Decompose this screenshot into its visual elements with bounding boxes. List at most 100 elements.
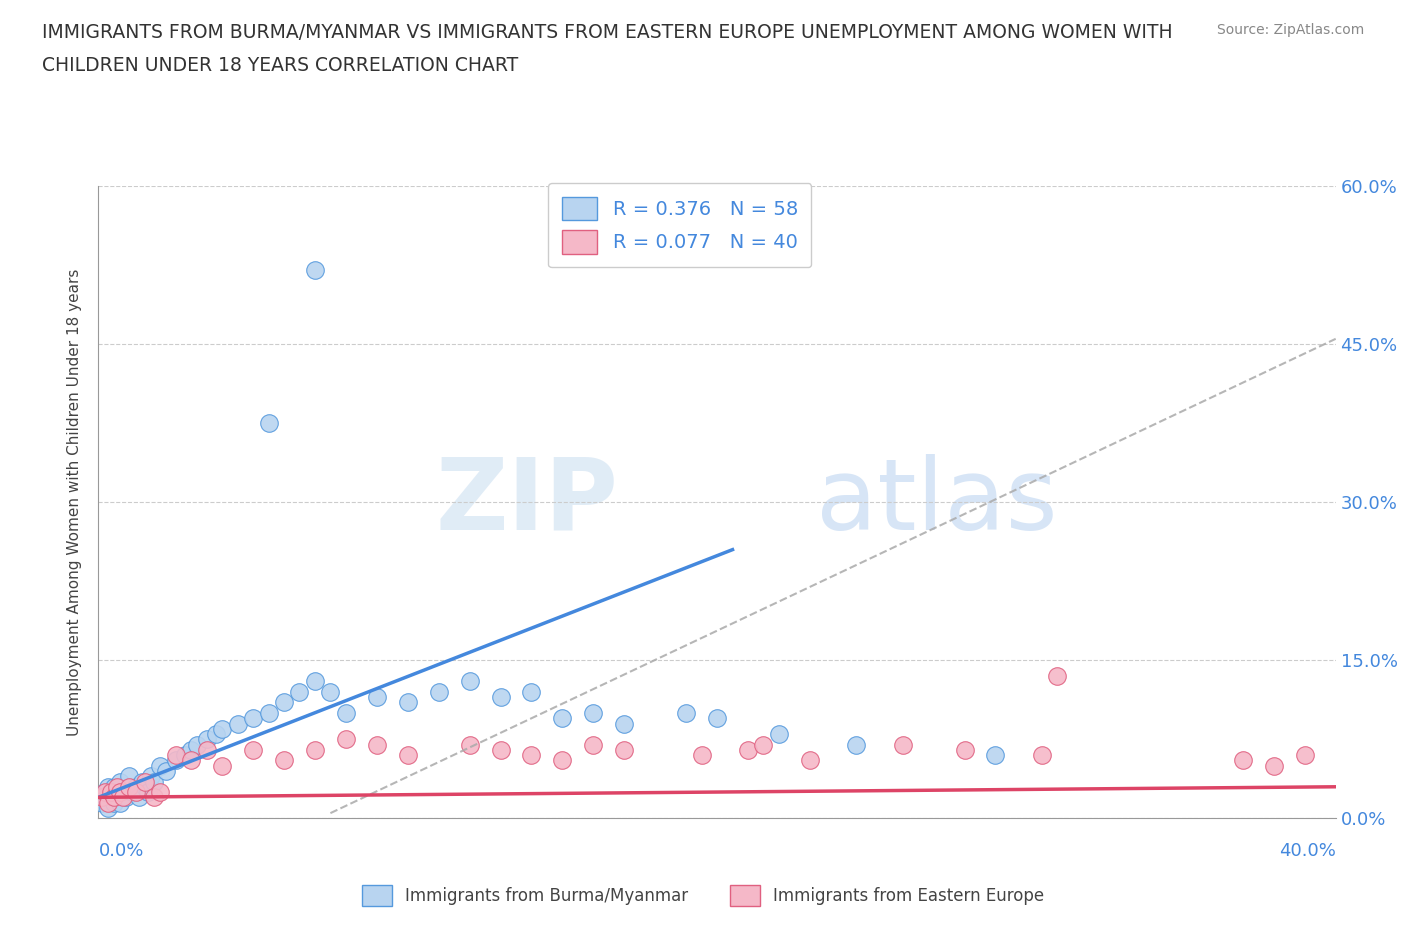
- Point: [165, 753, 187, 768]
- Point: [799, 753, 821, 768]
- Point: [582, 737, 605, 752]
- Text: atlas: atlas: [815, 454, 1057, 551]
- Point: [195, 742, 218, 757]
- Point: [100, 785, 122, 800]
- Point: [186, 737, 208, 752]
- Point: [520, 748, 543, 763]
- Point: [319, 684, 342, 699]
- Point: [1046, 669, 1069, 684]
- Point: [335, 706, 357, 721]
- Point: [118, 769, 141, 784]
- Point: [124, 779, 146, 794]
- Text: IMMIGRANTS FROM BURMA/MYANMAR VS IMMIGRANTS FROM EASTERN EUROPE UNEMPLOYMENT AMO: IMMIGRANTS FROM BURMA/MYANMAR VS IMMIGRA…: [42, 23, 1173, 42]
- Point: [396, 695, 419, 710]
- Point: [93, 785, 115, 800]
- Point: [706, 711, 728, 725]
- Point: [100, 790, 122, 804]
- Point: [366, 737, 388, 752]
- Point: [195, 732, 218, 747]
- Point: [108, 774, 131, 789]
- Point: [105, 785, 128, 800]
- Point: [1031, 748, 1053, 763]
- Point: [427, 684, 450, 699]
- Text: Source: ZipAtlas.com: Source: ZipAtlas.com: [1216, 23, 1364, 37]
- Point: [118, 779, 141, 794]
- Point: [105, 779, 128, 794]
- Point: [112, 790, 135, 804]
- Point: [180, 753, 202, 768]
- Point: [335, 732, 357, 747]
- Point: [242, 711, 264, 725]
- Point: [128, 790, 150, 804]
- Point: [211, 722, 233, 737]
- Point: [396, 748, 419, 763]
- Point: [103, 790, 125, 804]
- Point: [891, 737, 914, 752]
- Point: [112, 785, 135, 800]
- Point: [103, 795, 125, 810]
- Point: [143, 790, 166, 804]
- Point: [149, 758, 172, 773]
- Point: [134, 779, 156, 794]
- Point: [226, 716, 249, 731]
- Point: [737, 742, 759, 757]
- Point: [520, 684, 543, 699]
- Point: [205, 726, 228, 741]
- Point: [257, 706, 280, 721]
- Point: [613, 742, 636, 757]
- Point: [103, 779, 125, 794]
- Legend: R = 0.376   N = 58, R = 0.077   N = 40: R = 0.376 N = 58, R = 0.077 N = 40: [548, 183, 811, 268]
- Point: [984, 748, 1007, 763]
- Point: [155, 764, 177, 778]
- Point: [136, 785, 159, 800]
- Point: [97, 795, 120, 810]
- Point: [97, 801, 120, 816]
- Point: [273, 695, 295, 710]
- Point: [304, 674, 326, 689]
- Point: [551, 753, 574, 768]
- Point: [93, 785, 115, 800]
- Point: [845, 737, 868, 752]
- Point: [93, 790, 115, 804]
- Point: [143, 774, 166, 789]
- Point: [121, 785, 143, 800]
- Point: [304, 263, 326, 278]
- Point: [242, 742, 264, 757]
- Point: [180, 742, 202, 757]
- Point: [1232, 753, 1254, 768]
- Point: [1294, 748, 1316, 763]
- Point: [953, 742, 976, 757]
- Point: [458, 737, 481, 752]
- Text: CHILDREN UNDER 18 YEARS CORRELATION CHART: CHILDREN UNDER 18 YEARS CORRELATION CHAR…: [42, 56, 519, 74]
- Point: [304, 742, 326, 757]
- Point: [108, 785, 131, 800]
- Point: [613, 716, 636, 731]
- Point: [489, 742, 512, 757]
- Point: [134, 774, 156, 789]
- Point: [551, 711, 574, 725]
- Point: [690, 748, 713, 763]
- Point: [257, 416, 280, 431]
- Point: [752, 737, 775, 752]
- Point: [273, 753, 295, 768]
- Point: [97, 779, 120, 794]
- Point: [165, 748, 187, 763]
- Point: [90, 790, 112, 804]
- Point: [124, 785, 146, 800]
- Text: ZIP: ZIP: [436, 454, 619, 551]
- Point: [174, 748, 197, 763]
- Point: [131, 774, 153, 789]
- Point: [1263, 758, 1285, 773]
- Point: [118, 779, 141, 794]
- Text: 0.0%: 0.0%: [98, 842, 143, 859]
- Point: [582, 706, 605, 721]
- Point: [115, 790, 138, 804]
- Point: [458, 674, 481, 689]
- Point: [100, 785, 122, 800]
- Point: [108, 795, 131, 810]
- Point: [139, 769, 162, 784]
- Point: [675, 706, 697, 721]
- Point: [149, 785, 172, 800]
- Point: [211, 758, 233, 773]
- Point: [90, 795, 112, 810]
